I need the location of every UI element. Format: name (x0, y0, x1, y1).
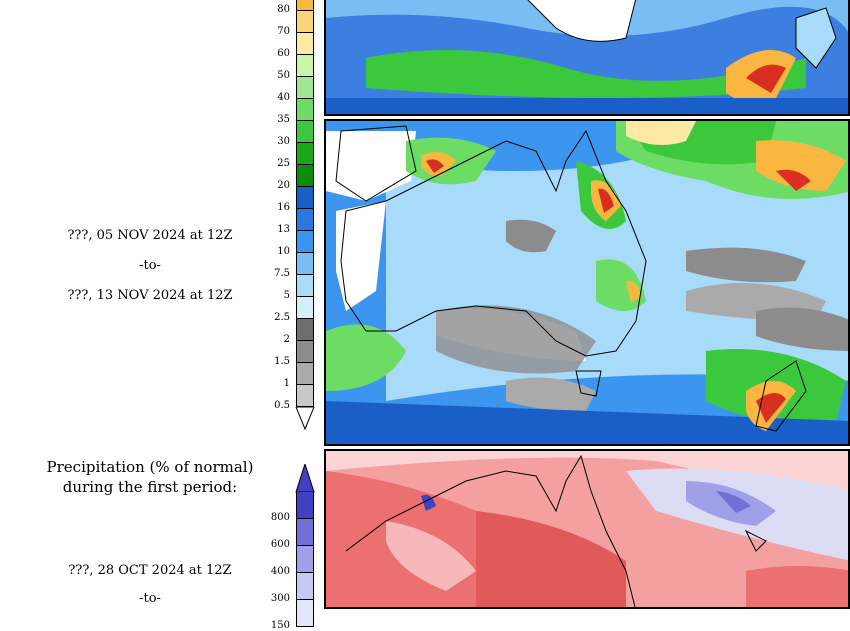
precip-colorbar-label: 30 (277, 136, 290, 147)
precip-colorbar-cell (296, 385, 314, 407)
precip-colorbar-cell (296, 319, 314, 341)
anomaly-colorbar-cell (296, 546, 314, 573)
precip-colorbar-label: 50 (277, 70, 290, 81)
anomaly-colorbar-cell (296, 573, 314, 600)
precip-colorbar-cell (296, 341, 314, 363)
precip-colorbar-cell (296, 0, 314, 11)
precip-colorbar-label: 13 (277, 224, 290, 235)
precip-anomaly-map (324, 449, 850, 609)
precip-colorbar-cell (296, 297, 314, 319)
period2-to: -to- (139, 258, 161, 273)
precip-colorbar-cell (296, 77, 314, 99)
precip-colorbar-label: 10 (277, 246, 290, 257)
precip-colorbar-cell (296, 253, 314, 275)
anomaly-colorbar-cell (296, 600, 314, 627)
precip-colorbar-label: 80 (277, 4, 290, 15)
precip-colorbar-cell (296, 231, 314, 253)
precip-colorbar-arrow (295, 407, 315, 431)
precip-colorbar-label: 70 (277, 26, 290, 37)
anomaly-colorbar-arrow (295, 464, 315, 493)
anomaly-colorbar-label: 600 (270, 539, 290, 550)
precip-colorbar-label: 20 (277, 180, 290, 191)
precip-colorbar-label: 16 (277, 202, 290, 213)
anomaly-title-line2: during the first period: (62, 478, 238, 496)
precip-colorbar-cell (296, 33, 314, 55)
anomaly-colorbar-label: 800 (270, 512, 290, 523)
precip-colorbar-cell (296, 363, 314, 385)
precip-colorbar-cell (296, 275, 314, 297)
anomaly-colorbar-label: 150 (270, 620, 290, 631)
precip-colorbar-cell (296, 187, 314, 209)
anomaly-colorbar-cell (296, 519, 314, 546)
precip-colorbar-label: 25 (277, 158, 290, 169)
precip-colorbar-cell (296, 209, 314, 231)
anomaly-colorbar-label: 300 (270, 593, 290, 604)
anomaly-colorbar-cell (296, 492, 314, 519)
precip-colorbar-cell (296, 55, 314, 77)
anomaly-title-line1: Precipitation (% of normal) (46, 458, 254, 476)
precip-colorbar-label: 40 (277, 92, 290, 103)
precip-colorbar-cell (296, 11, 314, 33)
precip-colorbar-label: 60 (277, 48, 290, 59)
precip-colorbar-label: 7.5 (274, 268, 290, 279)
precip-colorbar-label: 2.5 (274, 312, 290, 323)
precip-colorbar-label: 1 (283, 378, 290, 389)
precip-colorbar-label: 2 (283, 334, 290, 345)
precip-colorbar-label: 35 (277, 114, 290, 125)
precip-colorbar-cell (296, 99, 314, 121)
precip-map-period2 (324, 119, 850, 446)
period1-start: ???, 28 OCT 2024 at 12Z (68, 563, 232, 578)
precip-colorbar-label: 5 (283, 290, 290, 301)
period2-start: ???, 05 NOV 2024 at 12Z (67, 228, 233, 243)
period1-to: -to- (139, 591, 161, 606)
period2-end: ???, 13 NOV 2024 at 12Z (67, 288, 233, 303)
precip-map-period0 (324, 0, 850, 116)
precip-colorbar-label: 1.5 (274, 356, 290, 367)
precip-colorbar-cell (296, 121, 314, 143)
precip-colorbar-cell (296, 143, 314, 165)
precip-colorbar-cell (296, 165, 314, 187)
precip-colorbar-label: 0.5 (274, 400, 290, 411)
anomaly-colorbar-label: 400 (270, 566, 290, 577)
